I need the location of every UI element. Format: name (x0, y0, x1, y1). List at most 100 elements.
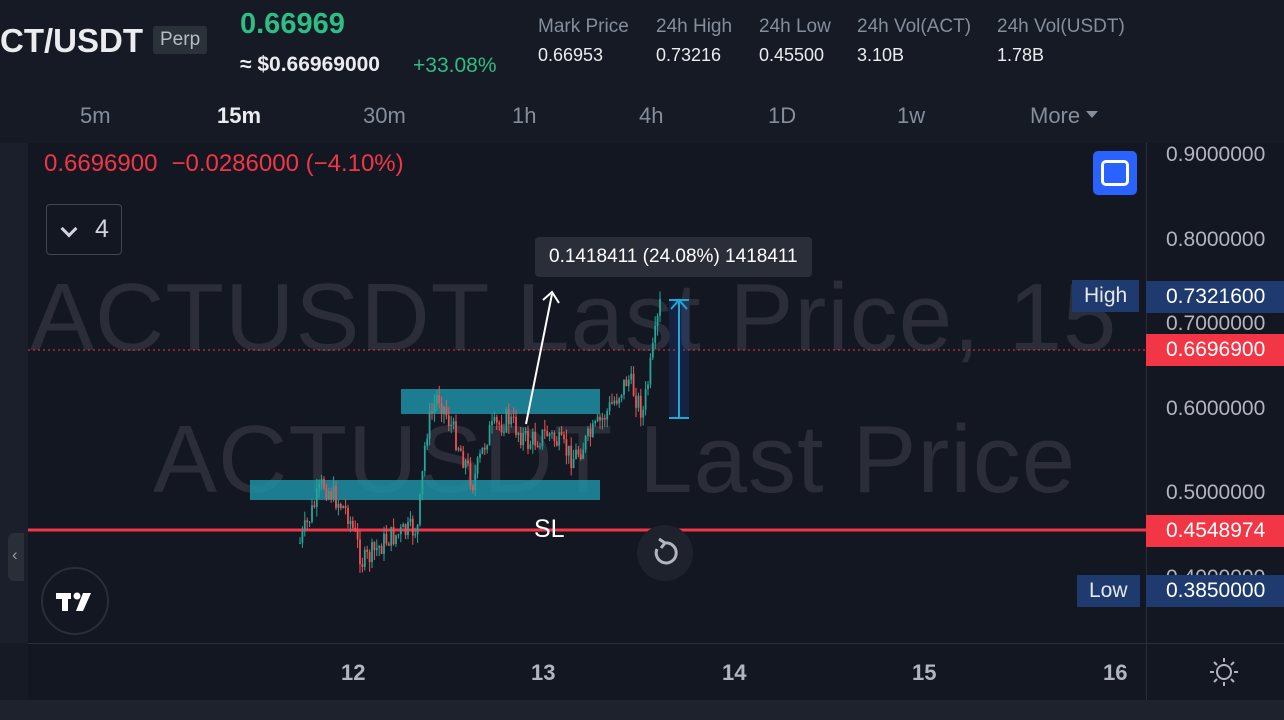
candle-body (426, 438, 429, 446)
price-change-percent: +33.08% (413, 54, 497, 77)
price-axis[interactable] (1146, 143, 1284, 643)
timeframe-4h[interactable]: 4h (639, 103, 664, 128)
support-zone[interactable] (250, 480, 600, 500)
candle-body (335, 485, 337, 508)
stat-24h-vol-usdt: 24h Vol(USDT) 1.78B (997, 16, 1125, 66)
candle-body (308, 521, 311, 523)
fullscreen-button[interactable] (1093, 151, 1137, 195)
candle-body (359, 539, 361, 565)
candle-body (440, 402, 443, 414)
stat-value: 1.78B (997, 45, 1045, 65)
reset-chart-button[interactable] (637, 525, 693, 581)
candle-body (349, 520, 352, 524)
candle-body (656, 315, 659, 327)
candle-body (584, 436, 587, 450)
timeframe-1d[interactable]: 1D (768, 103, 797, 128)
candle-body (495, 416, 498, 423)
price-tick: 0.9000000 (1166, 143, 1266, 166)
stop-loss-label: SL (534, 515, 565, 543)
candle-body (570, 445, 573, 469)
candle-body (543, 429, 546, 431)
chart-canvas[interactable]: ACTUSDT Last Price, 15 ACTUSDT Last Pric… (28, 143, 1146, 643)
resistance-zone[interactable] (401, 389, 600, 414)
candlestick-chart[interactable] (28, 143, 1146, 643)
candle-body (483, 447, 486, 450)
last-price: 0.66969 (240, 8, 345, 40)
candle-body (613, 400, 616, 404)
symbol-name[interactable]: CT/USDT (0, 22, 143, 59)
candle-body (311, 505, 313, 522)
indicator-collapse-button[interactable]: 4 (46, 204, 122, 255)
candle-body (644, 389, 647, 410)
stat-24h-high: 24h High 0.73216 (656, 16, 732, 66)
candle-body (462, 451, 465, 468)
candle-body (512, 416, 515, 418)
time-axis[interactable] (28, 643, 1146, 700)
candle-body (642, 409, 645, 418)
candle-body (515, 416, 517, 435)
last-price-tag: 0.6696900 (1146, 334, 1284, 366)
candle-body (486, 445, 489, 450)
candle-body (481, 447, 484, 454)
candle-body (467, 460, 469, 464)
chevron-left-icon[interactable]: ‹ (12, 545, 18, 564)
candle-body (500, 424, 503, 433)
high-price-tag: 0.7321600 (1146, 281, 1284, 313)
timeframe-1h[interactable]: 1h (512, 103, 537, 128)
candle-body (654, 326, 657, 343)
timeframe-30m[interactable]: 30m (363, 103, 406, 128)
settings-sun-icon[interactable] (1208, 656, 1240, 688)
candle-body (611, 402, 613, 404)
stat-label: 24h Low (759, 16, 831, 37)
candle-body (419, 494, 421, 525)
candle-body (505, 409, 508, 432)
candle-body (503, 431, 505, 433)
candle-body (579, 454, 582, 460)
timeframe-more-button[interactable]: More (1030, 103, 1099, 129)
tradingview-logo[interactable] (41, 567, 109, 635)
candle-body (395, 535, 397, 545)
candle-body (450, 424, 453, 427)
candle-body (479, 453, 481, 458)
candle-body (404, 524, 407, 536)
timeframe-1w[interactable]: 1w (897, 103, 926, 128)
candle-body (519, 433, 522, 446)
candle-body (594, 421, 597, 424)
stop-loss-price-tag[interactable]: 0.4548974 (1146, 515, 1284, 547)
symbol-watermark: ACTUSDT Last Price, 15 (30, 264, 1118, 371)
candle-body (476, 457, 479, 474)
stat-24h-vol-act: 24h Vol(ACT) 3.10B (857, 16, 971, 66)
stat-value: 3.10B (857, 45, 905, 65)
candle-body (637, 395, 640, 408)
stat-value: 0.45500 (759, 45, 825, 65)
candle-body (469, 463, 472, 486)
candle-body (375, 548, 378, 551)
timeframe-15m[interactable]: 15m (217, 103, 262, 128)
high-label: High (1072, 280, 1140, 312)
candles-group (299, 291, 661, 573)
candle-body (306, 520, 309, 523)
candle-body (531, 431, 534, 445)
candle-body (351, 520, 354, 528)
contract-type-badge: Perp (153, 26, 208, 54)
candle-body (539, 446, 541, 448)
candle-body (647, 384, 649, 390)
candle-body (632, 373, 635, 396)
candle-body (493, 416, 496, 422)
candle-body (414, 534, 417, 536)
timeframe-5m[interactable]: 5m (80, 103, 111, 128)
ticker-header: CT/USDT Perp 0.66969 ≈ $0.66969000 +33.0… (0, 0, 1284, 95)
candle-body (445, 406, 448, 416)
candle-body (366, 549, 369, 552)
candle-body (591, 423, 594, 438)
candle-body (553, 432, 556, 442)
candle-body (491, 421, 493, 426)
toolbar-toggle[interactable] (8, 533, 24, 581)
candle-body (577, 449, 580, 455)
candle-body (435, 394, 438, 405)
candle-body (416, 524, 419, 535)
stat-label: 24h Vol(USDT) (997, 16, 1125, 37)
candle-body (548, 433, 551, 437)
candle-body (623, 379, 625, 395)
trend-arrow[interactable] (525, 293, 553, 425)
